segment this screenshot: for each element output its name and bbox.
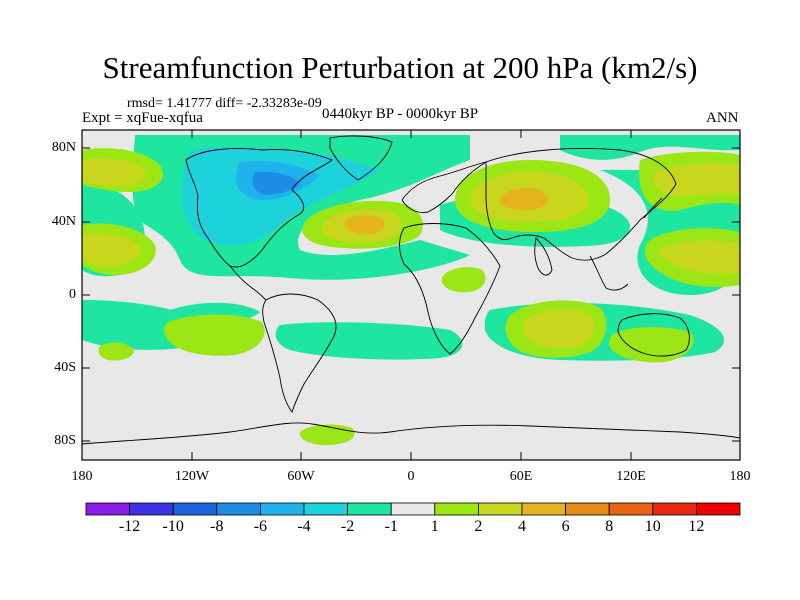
lat-label-80n: 80N bbox=[51, 140, 76, 155]
colorbar-swatch bbox=[303, 502, 348, 516]
experiment-label: Expt = xqFue-xqfua bbox=[82, 110, 203, 126]
colorbar-label: 4 bbox=[518, 518, 526, 535]
lat-label-80s: 80S bbox=[54, 433, 76, 448]
colorbar-swatch bbox=[216, 502, 261, 516]
lon-label-60e: 60E bbox=[509, 469, 533, 484]
lon-label-180-left: 180 bbox=[71, 469, 93, 484]
colorbar-label: -2 bbox=[340, 518, 355, 535]
colorbar-label: 1 bbox=[430, 518, 439, 535]
lon-label-180-right: 180 bbox=[729, 469, 751, 484]
contour-map bbox=[82, 130, 740, 460]
coast-southeast-asia bbox=[589, 255, 629, 291]
colorbar-swatch bbox=[129, 502, 174, 516]
colorbar-swatch bbox=[347, 502, 392, 516]
colorbar-label: -4 bbox=[297, 518, 311, 535]
colorbar-label: -6 bbox=[253, 518, 268, 535]
coast-australia bbox=[617, 313, 690, 357]
colorbar-swatch bbox=[565, 502, 610, 516]
contour-pos-south-pacific bbox=[98, 342, 134, 361]
lat-label-0: 0 bbox=[69, 287, 76, 302]
lon-label-120e: 120E bbox=[616, 469, 646, 484]
colorbar-swatch bbox=[696, 502, 741, 516]
colorbar-label: -1 bbox=[384, 518, 398, 535]
contour-pos-west-pacific-north-2 bbox=[82, 158, 147, 186]
colorbar bbox=[85, 502, 741, 516]
contour-pos-north-atlantic-core bbox=[345, 215, 385, 235]
coast-asia bbox=[485, 148, 677, 261]
colorbar-swatch bbox=[608, 502, 654, 516]
contour-pos-eurasia-core bbox=[499, 188, 549, 210]
season-label: ANN bbox=[706, 110, 739, 126]
period-label: 0440kyr BP - 0000kyr BP bbox=[322, 106, 479, 122]
contour-neg-arctic bbox=[560, 135, 740, 160]
coast-africa bbox=[399, 223, 501, 355]
colorbar-label: 12 bbox=[688, 518, 705, 535]
contour-pos-west-pacific-2 bbox=[82, 232, 141, 266]
coast-greenland bbox=[329, 135, 393, 181]
colorbar-label: 8 bbox=[605, 518, 614, 535]
rmsd-diff-stats: rmsd= 1.41777 diff= -2.33283e-09 bbox=[127, 96, 322, 111]
colorbar-swatch bbox=[652, 502, 697, 516]
coast-europe bbox=[401, 161, 487, 213]
contour-neg-north-america-center bbox=[252, 171, 300, 195]
lon-label-60w: 60W bbox=[287, 469, 315, 484]
lat-label-40s: 40S bbox=[54, 360, 76, 375]
colorbar-label: 6 bbox=[561, 518, 570, 535]
coast-central-america bbox=[229, 265, 267, 301]
lon-label-0: 0 bbox=[407, 469, 415, 484]
colorbar-swatch bbox=[85, 502, 130, 516]
colorbar-swatch bbox=[477, 502, 523, 516]
coast-south-america bbox=[262, 293, 337, 413]
lat-label-40n: 40N bbox=[51, 214, 76, 229]
coast-north-america bbox=[185, 148, 333, 268]
contour-pos-pacific-north-2 bbox=[653, 163, 740, 196]
coast-india bbox=[534, 237, 553, 276]
colorbar-swatch bbox=[390, 502, 436, 516]
coast-japan bbox=[643, 197, 663, 219]
colorbar-label: -8 bbox=[210, 518, 224, 535]
contour-pos-south-atlantic bbox=[164, 314, 265, 356]
colorbar-swatch bbox=[259, 502, 305, 516]
contour-pos-arabia bbox=[441, 267, 486, 293]
contour-pos-pacific-mid-2 bbox=[659, 240, 740, 274]
coast-antarctica bbox=[82, 422, 740, 445]
plot-title: Streamfunction Perturbation at 200 hPa (… bbox=[102, 50, 698, 85]
contour-neg-south-atlantic bbox=[275, 322, 463, 360]
colorbar-label: 2 bbox=[474, 518, 483, 535]
colorbar-swatch bbox=[434, 502, 479, 516]
axis-ticks bbox=[82, 130, 740, 460]
colorbar-swatch bbox=[172, 502, 218, 516]
contour-pos-south-indian-2 bbox=[523, 309, 595, 348]
colorbar-label: -12 bbox=[118, 518, 141, 535]
contour-pos-australia-south bbox=[609, 327, 694, 363]
lon-label-120w: 120W bbox=[174, 469, 210, 484]
coastlines bbox=[82, 135, 740, 445]
colorbar-label: -10 bbox=[162, 518, 184, 535]
colorbar-swatch bbox=[521, 502, 566, 516]
colorbar-label: 10 bbox=[644, 518, 661, 535]
